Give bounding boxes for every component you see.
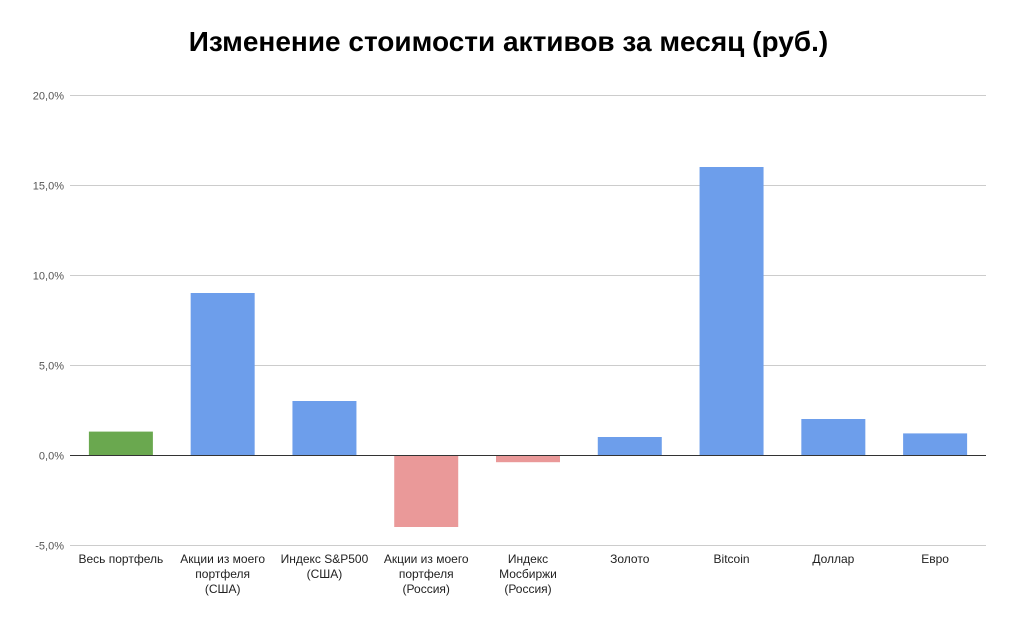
y-tick-label: 0,0% [39,451,64,463]
x-category-label: Акции из моего портфеля (США) [180,552,265,596]
bar [699,167,764,455]
bar [88,431,153,455]
bar [496,455,560,463]
x-category-label: Индекс Мосбиржи (Россия) [499,552,557,596]
y-tick-label: 5,0% [39,361,64,373]
bar [394,455,459,527]
y-tick-label: -5,0% [35,541,64,553]
y-tick-label: 20,0% [33,91,64,103]
y-tick-label: 10,0% [33,271,64,283]
y-tick-label: 15,0% [33,181,64,193]
bar [801,419,866,455]
x-axis-labels: Весь портфель Акции из моего портфеля (США)… [79,552,950,596]
bar [292,401,357,455]
bar [190,293,255,455]
x-category-label: Золото [610,552,650,566]
x-category-label: Акции из моего портфеля (Россия) [384,552,469,596]
x-category-label: Весь портфель [79,552,164,566]
bar [597,437,662,455]
y-axis-ticks: -5,0% 0,0% 5,0% 10,0% 15,0% 20,0% [33,91,64,553]
x-category-label: Доллар [812,552,854,566]
chart-title: Изменение стоимости активов за месяц (ру… [188,26,829,57]
x-category-label: Bitcoin [714,552,750,566]
x-category-label: Евро [921,552,949,566]
bars [88,167,968,527]
bar [903,433,968,455]
x-category-label: Индекс S&P500 (США) [281,552,369,581]
